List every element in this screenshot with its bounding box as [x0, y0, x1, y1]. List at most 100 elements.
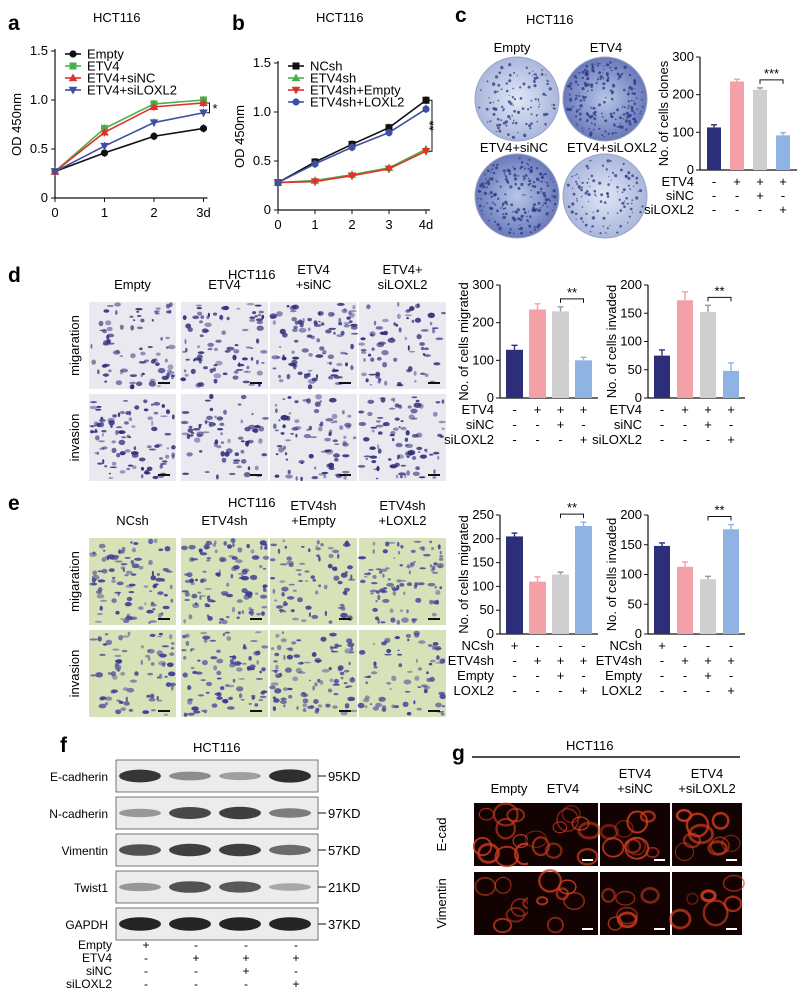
colony — [520, 231, 523, 235]
colony — [513, 109, 516, 113]
stained-cell — [392, 438, 395, 442]
stained-cell — [171, 445, 176, 450]
stained-cell — [372, 541, 376, 546]
blot-size-label: 97KD — [328, 806, 361, 821]
stained-cell — [411, 434, 419, 438]
stained-cell — [245, 591, 253, 597]
stained-cell — [129, 679, 138, 683]
colony — [516, 208, 520, 212]
stained-cell — [255, 318, 264, 322]
stained-cell — [369, 455, 378, 459]
stained-cell — [304, 570, 310, 573]
error-bar — [659, 349, 665, 356]
stained-cell — [93, 421, 99, 427]
row-label: Vimentin — [434, 878, 449, 928]
stained-cell — [160, 415, 168, 418]
stained-cell — [407, 671, 413, 673]
stained-cell — [259, 540, 267, 546]
colony — [578, 112, 582, 116]
stained-cell — [224, 350, 231, 353]
stained-cell — [276, 311, 283, 317]
stained-cell — [431, 328, 436, 334]
stained-cell — [373, 320, 377, 326]
stained-cell — [347, 565, 353, 570]
stained-cell — [198, 548, 202, 552]
stained-cell — [416, 334, 422, 340]
colony — [544, 94, 547, 97]
colony — [495, 179, 497, 181]
condition-sign: + — [779, 174, 787, 189]
stained-cell — [360, 337, 366, 341]
colony — [541, 69, 543, 71]
stained-cell — [154, 310, 159, 315]
colony — [602, 77, 605, 80]
stained-cell — [166, 346, 169, 349]
stained-cell — [376, 420, 381, 423]
stained-cell — [223, 541, 227, 546]
colony — [574, 115, 578, 118]
condition-sign: + — [242, 951, 249, 965]
stained-cell — [96, 613, 103, 615]
colony — [632, 185, 635, 188]
y-tick-label: 150 — [620, 305, 642, 320]
stained-cell — [284, 667, 292, 673]
colony — [477, 189, 481, 193]
stained-cell — [280, 697, 287, 701]
stained-cell — [350, 365, 354, 371]
stained-cell — [155, 577, 164, 582]
stained-cell — [392, 427, 399, 431]
data-point — [50, 168, 60, 177]
stained-cell — [339, 425, 344, 430]
stained-cell — [232, 461, 240, 464]
condition-sign: + — [511, 638, 519, 653]
stained-cell — [218, 621, 221, 624]
colony — [609, 112, 613, 116]
colony — [604, 119, 606, 121]
stained-cell — [90, 674, 96, 677]
colony — [530, 122, 533, 125]
colony — [616, 231, 619, 234]
colony — [533, 84, 537, 88]
colony — [544, 202, 547, 205]
stained-cell — [390, 617, 396, 623]
stained-cell — [155, 362, 160, 367]
colony — [574, 99, 576, 101]
y-tick-label: 1.5 — [30, 43, 48, 58]
colony — [508, 73, 512, 77]
significance-label: * — [213, 101, 218, 116]
colony — [530, 196, 533, 198]
stained-cell — [204, 322, 212, 328]
stained-cell — [686, 892, 699, 905]
stained-cell — [110, 671, 116, 677]
stained-cell — [376, 356, 382, 361]
stained-cell — [375, 424, 384, 428]
stained-cell — [249, 575, 257, 580]
stained-cell — [711, 811, 730, 830]
stained-cell — [140, 351, 146, 356]
colony — [517, 110, 521, 114]
stained-cell — [92, 551, 96, 555]
stained-cell — [404, 437, 409, 442]
stained-cell — [308, 353, 313, 357]
stained-cell — [261, 667, 266, 672]
colony — [607, 183, 610, 186]
y-tick-label: 50 — [480, 602, 494, 617]
stained-cell — [128, 583, 136, 587]
colony — [488, 193, 490, 195]
stained-cell — [242, 662, 247, 665]
stained-cell — [278, 419, 281, 422]
stained-cell — [307, 384, 313, 390]
stained-cell — [199, 450, 203, 453]
colony — [597, 62, 600, 65]
stained-cell — [348, 320, 353, 324]
y-tick-label: 0 — [687, 162, 694, 177]
colony — [522, 179, 525, 181]
stained-cell — [291, 317, 298, 322]
stained-cell — [99, 447, 105, 451]
condition-label: ETV4 — [461, 402, 494, 417]
stained-cell — [96, 451, 99, 455]
condition-sign: + — [727, 653, 735, 668]
colony — [633, 92, 636, 96]
stained-cell — [112, 414, 117, 418]
colony — [510, 203, 514, 207]
